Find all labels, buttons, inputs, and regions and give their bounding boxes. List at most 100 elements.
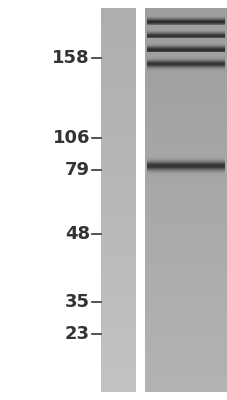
Bar	[144, 348, 226, 350]
Bar	[101, 102, 135, 104]
Bar	[101, 223, 135, 225]
Bar	[144, 273, 226, 275]
Bar	[101, 354, 135, 356]
Bar	[144, 382, 226, 384]
Bar	[144, 334, 226, 336]
Bar	[144, 110, 226, 112]
Bar	[101, 313, 135, 315]
Bar	[144, 39, 226, 41]
Bar	[101, 336, 135, 338]
Bar	[101, 215, 135, 217]
Bar	[101, 81, 135, 83]
Bar	[144, 158, 226, 160]
Bar	[101, 375, 135, 377]
Bar	[101, 250, 135, 252]
Bar	[144, 112, 226, 114]
Bar	[144, 188, 226, 190]
Bar	[144, 54, 226, 56]
Bar	[101, 125, 135, 127]
Bar	[101, 281, 135, 282]
Text: 48: 48	[65, 225, 90, 243]
Bar	[144, 177, 226, 179]
Bar	[101, 369, 135, 371]
Bar	[101, 58, 135, 60]
Bar	[144, 123, 226, 125]
Bar	[144, 294, 226, 296]
Bar	[101, 44, 135, 46]
Bar	[144, 125, 226, 127]
Bar	[101, 167, 135, 169]
Bar	[144, 313, 226, 315]
Bar	[101, 263, 135, 265]
Bar	[144, 169, 226, 171]
Bar	[144, 33, 226, 35]
Bar	[101, 37, 135, 39]
Bar	[144, 311, 226, 313]
Bar	[101, 290, 135, 292]
Bar	[101, 217, 135, 219]
Bar	[144, 302, 226, 304]
Bar	[101, 175, 135, 177]
Bar	[101, 162, 135, 164]
Bar	[101, 41, 135, 42]
Bar	[101, 100, 135, 102]
Bar	[101, 75, 135, 77]
Bar	[144, 271, 226, 273]
Bar	[144, 94, 226, 96]
Bar	[101, 31, 135, 33]
Bar	[101, 169, 135, 171]
Bar	[144, 192, 226, 194]
Bar	[144, 31, 226, 33]
Bar	[101, 18, 135, 20]
Bar	[144, 148, 226, 150]
Bar	[101, 356, 135, 358]
Bar	[144, 18, 226, 20]
Bar	[144, 164, 226, 166]
Bar	[144, 365, 226, 367]
Bar	[101, 208, 135, 210]
Bar	[144, 329, 226, 330]
Bar	[101, 275, 135, 277]
Bar	[101, 390, 135, 392]
Bar	[144, 23, 226, 25]
Bar	[101, 384, 135, 386]
Bar	[101, 133, 135, 135]
Bar	[144, 90, 226, 92]
Bar	[144, 308, 226, 310]
Bar	[101, 60, 135, 62]
Bar	[101, 85, 135, 87]
Bar	[144, 77, 226, 79]
Bar	[144, 373, 226, 375]
Bar	[144, 244, 226, 246]
Bar	[101, 311, 135, 313]
Bar	[101, 186, 135, 188]
Bar	[144, 248, 226, 250]
Bar	[101, 158, 135, 160]
Bar	[144, 352, 226, 354]
Bar	[144, 369, 226, 371]
Bar	[144, 135, 226, 137]
Bar	[101, 330, 135, 332]
Bar	[101, 325, 135, 327]
Bar	[144, 58, 226, 60]
Bar	[144, 118, 226, 119]
Bar	[101, 29, 135, 31]
Bar	[101, 96, 135, 98]
Bar	[144, 300, 226, 302]
Bar	[101, 231, 135, 233]
Bar	[101, 148, 135, 150]
Bar	[101, 233, 135, 234]
Bar	[144, 217, 226, 219]
Bar	[101, 371, 135, 373]
Bar	[144, 210, 226, 212]
Bar	[144, 254, 226, 256]
Text: 79: 79	[65, 161, 90, 179]
Bar	[144, 119, 226, 121]
Bar	[101, 64, 135, 66]
Bar	[101, 108, 135, 110]
Bar	[101, 242, 135, 244]
Text: 106: 106	[52, 129, 90, 147]
Bar	[144, 290, 226, 292]
Bar	[101, 138, 135, 140]
Bar	[144, 306, 226, 308]
